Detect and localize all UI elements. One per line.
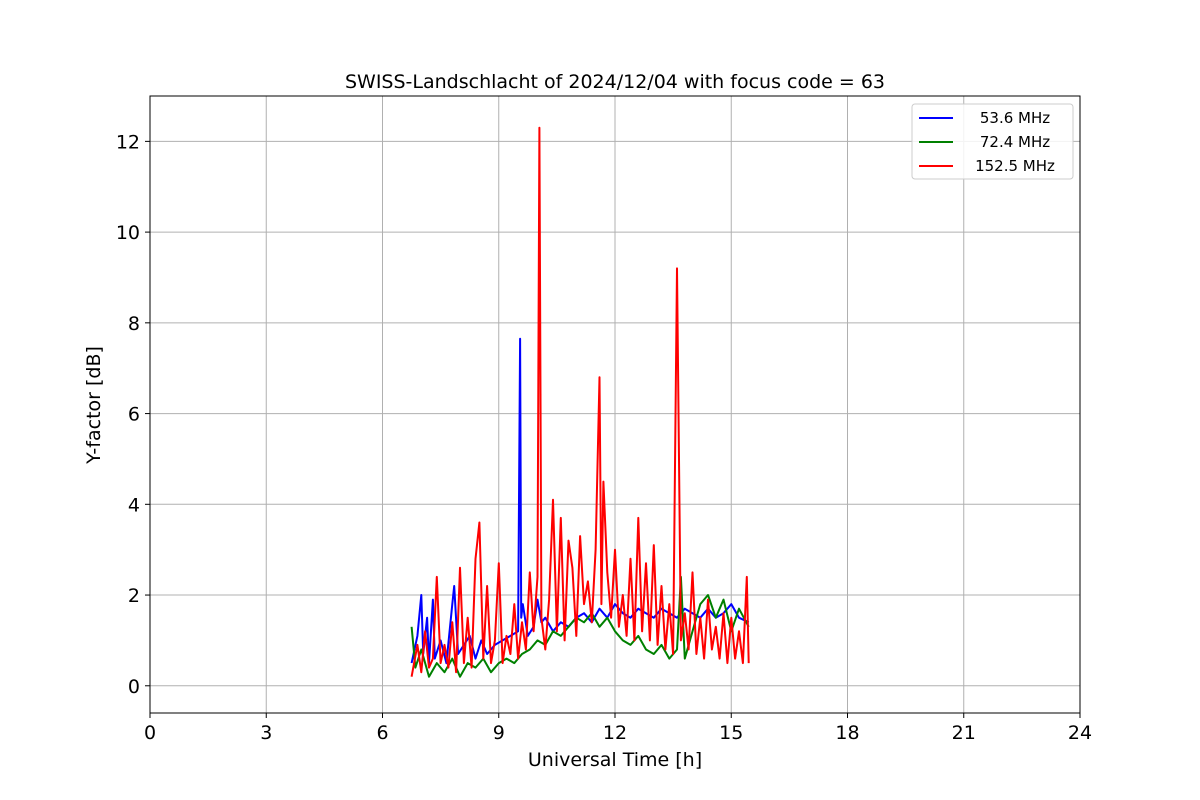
y-tick-label: 0 bbox=[128, 676, 140, 698]
legend-label-1: 72.4 MHz bbox=[980, 133, 1050, 151]
x-tick-label: 24 bbox=[1068, 722, 1092, 744]
y-tick-label: 2 bbox=[128, 585, 140, 607]
x-tick-label: 6 bbox=[376, 722, 388, 744]
x-tick-label: 12 bbox=[603, 722, 627, 744]
x-tick-label: 0 bbox=[144, 722, 156, 744]
x-tick-label: 15 bbox=[719, 722, 743, 744]
y-tick-label: 6 bbox=[128, 404, 140, 426]
x-tick-label: 3 bbox=[260, 722, 272, 744]
legend-label-0: 53.6 MHz bbox=[980, 109, 1050, 127]
x-axis-ticks: 0 3 6 9 12 15 18 21 24 bbox=[144, 713, 1092, 744]
grid-lines bbox=[149, 96, 1081, 713]
y-tick-label: 8 bbox=[128, 313, 140, 335]
x-tick-label: 9 bbox=[493, 722, 505, 744]
series-layer bbox=[410, 126, 750, 678]
x-axis-label: Universal Time [h] bbox=[528, 749, 702, 771]
x-tick-label: 18 bbox=[835, 722, 859, 744]
legend: 53.6 MHz 72.4 MHz 152.5 MHz bbox=[911, 103, 1074, 180]
y-axis-ticks: 0 2 4 6 8 10 12 bbox=[116, 131, 150, 698]
series-line-0 bbox=[410, 337, 750, 665]
legend-box bbox=[911, 103, 1074, 180]
series-line-2 bbox=[410, 126, 750, 677]
y-tick-label: 10 bbox=[116, 222, 140, 244]
chart-title: SWISS-Landschlacht of 2024/12/04 with fo… bbox=[345, 71, 885, 93]
y-axis-label: Y-factor [dB] bbox=[83, 346, 105, 465]
x-tick-label: 21 bbox=[952, 722, 976, 744]
legend-label-2: 152.5 MHz bbox=[975, 157, 1055, 175]
y-tick-label: 12 bbox=[116, 131, 140, 153]
y-tick-label: 4 bbox=[128, 494, 140, 516]
